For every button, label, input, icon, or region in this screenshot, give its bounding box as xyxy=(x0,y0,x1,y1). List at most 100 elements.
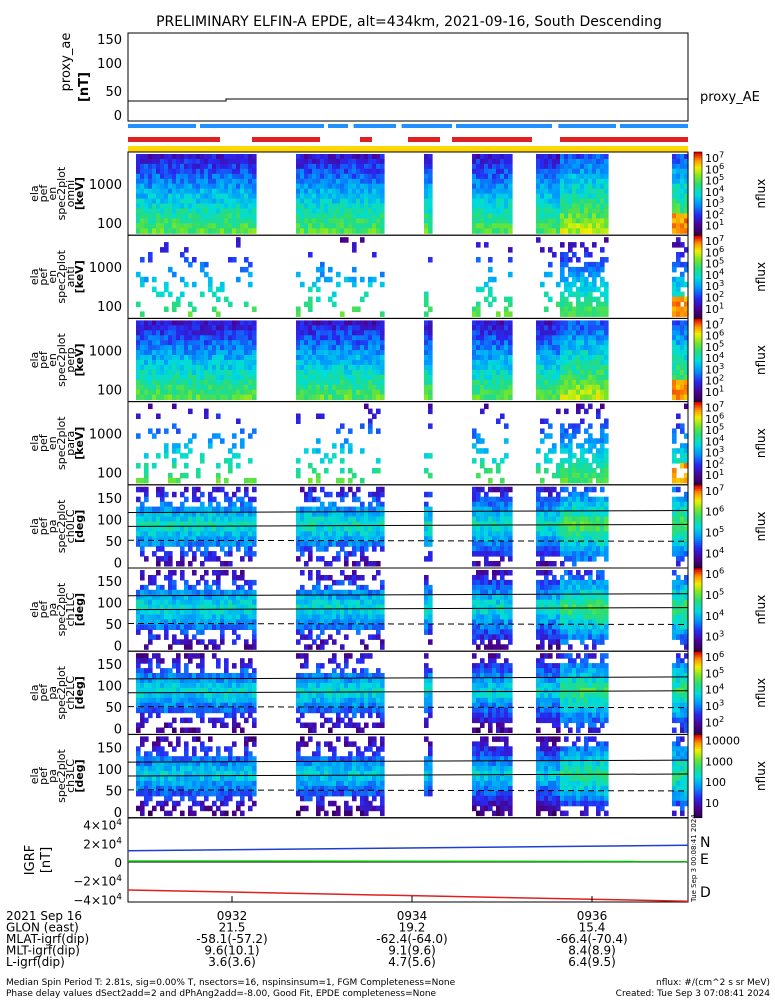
spectrogram-cell xyxy=(188,511,193,518)
spectrogram-cell xyxy=(352,345,357,351)
colorbar-cell xyxy=(694,281,702,284)
spectrogram-cell xyxy=(240,320,245,326)
spectrogram-cell xyxy=(344,531,349,537)
spectrogram-cell xyxy=(144,163,149,170)
spectrogram-cell xyxy=(168,624,173,630)
spectrogram-cell xyxy=(596,208,601,214)
spectrogram-cell xyxy=(676,252,681,258)
spectrogram-cell xyxy=(308,546,313,552)
spectrogram-cell xyxy=(588,271,593,278)
spectrogram-cell xyxy=(200,183,205,190)
spectrogram-cell xyxy=(380,355,385,361)
spectrogram-cell xyxy=(320,218,325,224)
spectrogram-cell xyxy=(216,374,221,381)
spectrogram-cell xyxy=(148,178,153,185)
spectrogram-cell xyxy=(680,511,685,518)
spectrogram-cell xyxy=(480,541,485,547)
spectrogram-cell xyxy=(316,350,321,356)
spectrogram-cell xyxy=(428,360,433,366)
spectrogram-cell xyxy=(308,163,313,170)
spectrogram-cell xyxy=(484,242,489,248)
spectrogram-cell xyxy=(540,203,545,209)
spectrogram-cell xyxy=(344,364,349,371)
spectrogram-cell xyxy=(564,320,569,326)
spectrogram-cell xyxy=(316,320,321,326)
spectrogram-cell xyxy=(336,355,341,361)
spectrogram-cell xyxy=(428,403,433,410)
spectrogram-cell xyxy=(424,218,429,224)
spectrogram-cell xyxy=(380,541,385,547)
spectrogram-cell xyxy=(604,158,609,165)
spectrogram-cell xyxy=(564,330,569,336)
spectrogram-cell xyxy=(676,486,681,493)
spectrogram-cell xyxy=(476,330,481,336)
spectrogram-cell xyxy=(484,546,489,552)
spectrogram-cell xyxy=(248,556,253,562)
spectrogram-cell xyxy=(136,589,141,596)
spectrogram-cell xyxy=(308,218,313,224)
spectrogram-cell xyxy=(564,281,569,288)
spectrogram-cell xyxy=(564,433,569,439)
spectrogram-cell xyxy=(380,203,385,209)
spectrogram-cell xyxy=(672,531,677,537)
colorbar-cell xyxy=(694,557,702,561)
spectrogram-cell xyxy=(188,599,193,606)
spectrogram-cell xyxy=(564,158,569,165)
colorbar-cell xyxy=(694,237,702,240)
spectrogram-cell xyxy=(568,163,573,170)
spectrogram-cell xyxy=(136,629,141,635)
spectrogram-cell xyxy=(160,178,165,185)
spectrogram-cell xyxy=(368,423,373,429)
spectrogram-cell xyxy=(316,413,321,419)
spectrogram-cell xyxy=(588,556,593,562)
spectrogram-cell xyxy=(252,306,257,312)
spectrogram-cell xyxy=(220,320,225,326)
spectrogram-cell xyxy=(548,271,553,278)
spectrogram-cell xyxy=(308,335,313,341)
colorbar-cell xyxy=(694,278,702,282)
spectrogram-cell xyxy=(312,218,317,224)
spectrogram-cell xyxy=(360,178,365,185)
spectrogram-cell xyxy=(572,394,577,401)
spectrogram-cell xyxy=(552,561,557,567)
spectrogram-cell xyxy=(484,556,489,562)
spectrogram-cell xyxy=(136,345,141,351)
spectrogram-cell xyxy=(348,203,353,209)
spectrogram-cell xyxy=(220,541,225,547)
spectrogram-cell xyxy=(136,516,141,522)
spectrogram-cell xyxy=(536,340,541,346)
spectrogram-cell xyxy=(320,355,325,361)
spectrogram-cell xyxy=(424,536,429,542)
spectrogram-cell xyxy=(356,340,361,346)
spectrogram-cell xyxy=(140,624,145,630)
spectrogram-cell xyxy=(584,541,589,547)
spectrogram-cell xyxy=(372,379,377,386)
spectrogram-cell xyxy=(676,516,681,522)
spectrogram-cell xyxy=(604,546,609,552)
spectrogram-cell xyxy=(500,384,505,391)
spectrogram-cell xyxy=(208,374,213,381)
spectrogram-cell xyxy=(136,486,141,493)
spectrogram-cell xyxy=(168,374,173,381)
spectrogram-cell xyxy=(216,350,221,356)
spectrogram-cell xyxy=(540,546,545,552)
spectrogram-cell xyxy=(588,443,593,449)
spectrogram-cell xyxy=(212,541,217,547)
colorbar-cell xyxy=(694,418,702,421)
spectrogram-cell xyxy=(560,257,565,263)
colorbar-label: nflux xyxy=(754,345,768,375)
spectrogram-cell xyxy=(424,345,429,351)
spectrogram-cell xyxy=(552,443,557,449)
spectrogram-cell xyxy=(156,183,161,190)
spectrogram-cell xyxy=(424,506,429,513)
spectrogram-cell xyxy=(592,223,597,229)
colorbar-cell xyxy=(694,258,702,261)
spectrogram-cell xyxy=(364,355,369,361)
spectrogram-cell xyxy=(220,536,225,542)
spectrogram-cell xyxy=(140,198,145,205)
colorbar-cell xyxy=(694,212,702,215)
colorbar-cell xyxy=(694,168,702,172)
spectrogram-cell xyxy=(496,501,501,508)
spectrogram-cell xyxy=(212,154,217,160)
spectrogram-cell xyxy=(156,453,161,459)
